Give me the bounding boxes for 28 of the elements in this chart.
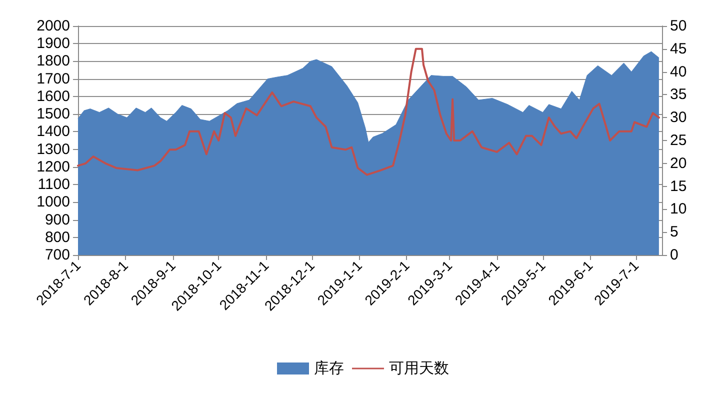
y2-tick-label: 35 [670,86,687,104]
y-tick-label: 700 [44,246,70,264]
y2-tick-label: 50 [670,18,687,34]
y2-tick-label: 30 [670,109,687,126]
y-tick-label: 1600 [36,88,70,105]
y-tick-label: 1700 [36,70,70,88]
y-tick-label: 1300 [36,140,70,158]
line-series [77,48,660,176]
y-tick-label: 900 [44,211,70,228]
y-tick-label: 1900 [36,35,70,52]
y-tick-label: 1500 [36,106,70,123]
y2-tick-label: 10 [670,200,687,218]
y2-tick-label: 20 [670,154,687,172]
y2-tick-label: 15 [670,178,687,195]
y-tick-label: 800 [44,228,70,246]
y-tick-label: 1100 [38,176,70,194]
y-tick-label: 1000 [36,194,70,211]
legend-label: 可用天数 [389,360,449,377]
y2-tick-label: 25 [670,132,687,149]
y-tick-label: 1400 [36,123,70,140]
y-tick-label: 1200 [36,158,70,176]
y2-tick-label: 40 [670,63,687,80]
y2-tick-label: 5 [670,224,678,241]
y-tick-label: 2000 [36,18,70,34]
y2-tick-label: 45 [670,40,687,58]
legend-label: 库存 [314,360,344,377]
y-tick-label: 1800 [36,52,70,70]
y2-tick-label: 0 [670,246,678,264]
